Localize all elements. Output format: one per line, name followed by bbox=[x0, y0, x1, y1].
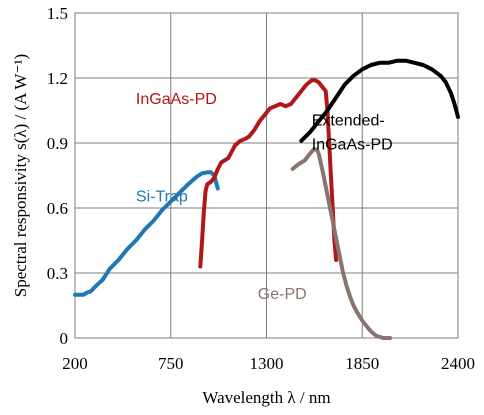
y-tick-label: 0.6 bbox=[47, 199, 68, 218]
y-tick-label: 0 bbox=[60, 329, 69, 348]
x-tick-label: 750 bbox=[158, 354, 184, 373]
series-group bbox=[73, 58, 460, 340]
series-label-extended-ingaas-pd-line1: Extended- bbox=[312, 113, 385, 130]
x-tick-label: 1300 bbox=[250, 354, 284, 373]
series-label-ge-pd: Ge-PD bbox=[258, 286, 307, 303]
x-tick-label: 1850 bbox=[345, 354, 379, 373]
y-tick-label: 0.9 bbox=[47, 134, 68, 153]
series-label-ingaas-pd: InGaAs-PD bbox=[136, 91, 217, 108]
y-axis-title: Spectral responsivity s(λ) / (A W⁻¹) bbox=[11, 54, 30, 297]
series-labels: Si-Trap InGaAs-PD Extended- InGaAs-PD Ge… bbox=[136, 91, 393, 303]
y-tick-labels: 0 0.3 0.6 0.9 1.2 1.5 bbox=[47, 4, 68, 348]
series-label-extended-ingaas-pd-line2: InGaAs-PD bbox=[312, 137, 393, 154]
plot-area-frame bbox=[74, 12, 459, 339]
series-line-ingaas-pd bbox=[198, 78, 339, 269]
series-line-ge-pd bbox=[290, 147, 393, 340]
series-line-extended-ingaas-pd bbox=[299, 58, 460, 143]
x-tick-label: 2400 bbox=[441, 354, 475, 373]
y-tick-label: 0.3 bbox=[47, 264, 68, 283]
x-axis-title: Wavelength λ / nm bbox=[202, 388, 330, 407]
series-label-si-trap: Si-Trap bbox=[136, 189, 188, 206]
series-line-si-trap bbox=[73, 170, 220, 297]
x-tick-labels: 200 750 1300 1850 2400 bbox=[62, 354, 475, 373]
y-tick-label: 1.2 bbox=[47, 69, 68, 88]
x-tick-label: 200 bbox=[62, 354, 88, 373]
y-tick-label: 1.5 bbox=[47, 4, 68, 23]
